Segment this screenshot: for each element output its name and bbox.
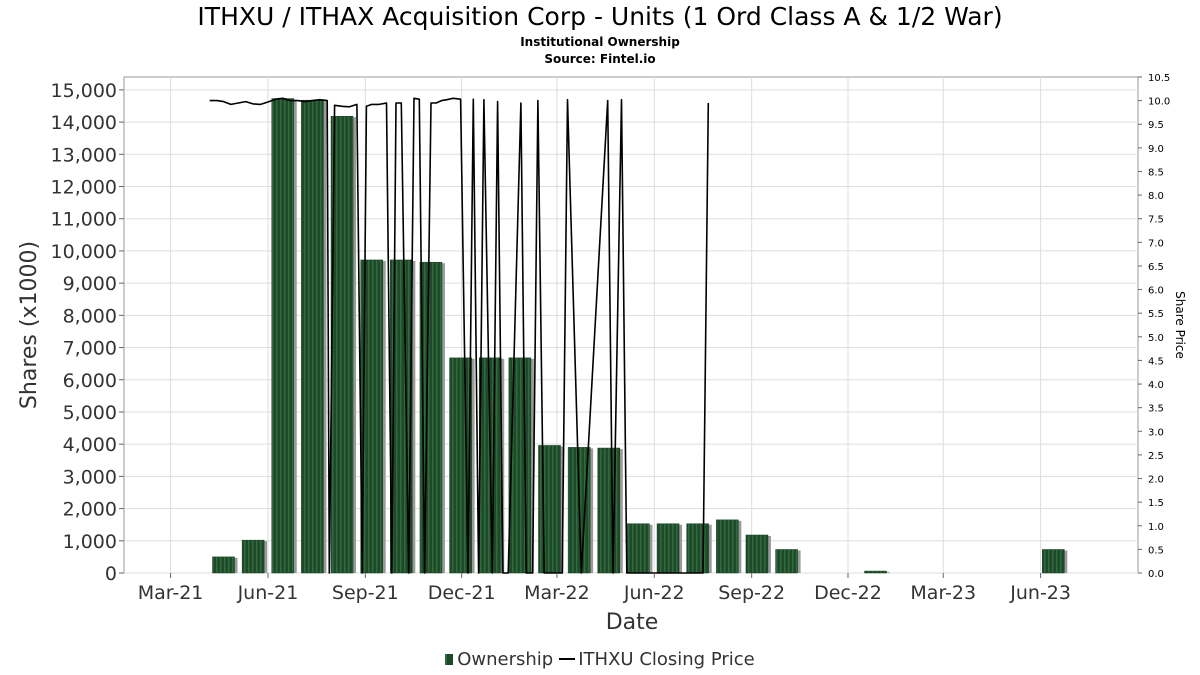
ownership-bar	[597, 447, 621, 574]
y2-tick-label: 2.5	[1148, 451, 1164, 462]
x-tick-label: Jun-21	[237, 582, 299, 604]
legend-ownership-label: Ownership	[457, 648, 554, 670]
y2-tick-label: 2.0	[1148, 475, 1164, 486]
ownership-bar	[508, 357, 532, 574]
y2-tick-label: 0.0	[1148, 569, 1164, 580]
chart-source: Source: Fintel.io	[544, 52, 656, 66]
y2-tick-label: 6.0	[1148, 286, 1164, 297]
y-axis-label: Shares (x1000)	[17, 241, 42, 409]
y2-tick-label: 7.0	[1148, 238, 1164, 249]
x-axis-label: Date	[606, 610, 659, 635]
y-tick-label: 11,000	[51, 209, 117, 231]
x-tick-label: Mar-23	[910, 582, 976, 604]
ownership-bar	[864, 570, 887, 574]
legend-price-swatch	[559, 658, 576, 660]
x-tick-label: Sep-21	[332, 582, 399, 604]
ownership-bar	[538, 445, 561, 574]
ownership-bar	[241, 539, 265, 574]
y2-tick-label: 10.5	[1148, 73, 1170, 84]
ownership-bar	[775, 549, 798, 574]
x-axis-ticks: Mar-21 Jun-21 Sep-21 Dec-21 Mar-22 Jun-22 Sep-…	[138, 573, 1071, 604]
left-axis-ticks: 0 1,000 2,000 3,000 4,000 5,000 6,000 7,000 8,00…	[51, 80, 124, 585]
y-tick-label: 0	[105, 563, 117, 585]
y2-axis-label: Share Price	[1173, 291, 1187, 359]
legend-price-label: ITHXU Closing Price	[578, 648, 755, 670]
ownership-bar	[212, 556, 235, 574]
ownership-bar	[745, 534, 769, 574]
price-line-group	[209, 97, 710, 574]
y2-tick-label: 1.0	[1148, 522, 1164, 533]
y-tick-label: 3,000	[63, 466, 117, 488]
y-tick-label: 13,000	[51, 144, 117, 166]
x-tick-label: Mar-22	[524, 582, 590, 604]
y2-tick-label: 10.0	[1148, 97, 1170, 108]
y2-tick-label: 4.5	[1148, 356, 1164, 367]
chart-subtitle: Institutional Ownership	[520, 35, 680, 49]
ownership-bar	[1042, 549, 1065, 574]
y2-tick-label: 9.5	[1148, 120, 1164, 131]
y2-tick-label: 6.5	[1148, 262, 1164, 273]
y2-tick-label: 1.5	[1148, 498, 1164, 509]
y2-tick-label: 9.0	[1148, 144, 1164, 155]
y-tick-label: 2,000	[63, 499, 117, 521]
y2-tick-label: 0.5	[1148, 545, 1164, 556]
x-tick-label: Dec-22	[814, 582, 882, 604]
ownership-price-chart: 0 1,000 2,000 3,000 4,000 5,000 6,000 7,000 8,00…	[17, 73, 1187, 635]
y-tick-label: 4,000	[63, 434, 117, 456]
y-tick-label: 9,000	[63, 273, 117, 295]
x-tick-label: Sep-22	[718, 582, 785, 604]
y2-tick-label: 8.5	[1148, 167, 1164, 178]
y-tick-label: 12,000	[51, 177, 117, 199]
y-tick-label: 15,000	[51, 80, 117, 102]
y2-tick-label: 7.5	[1148, 215, 1164, 226]
y-tick-label: 7,000	[63, 338, 117, 360]
x-tick-label: Jun-23	[1009, 582, 1071, 604]
y-tick-label: 10,000	[51, 241, 117, 263]
legend-ownership-swatch	[445, 653, 454, 665]
y2-tick-label: 5.0	[1148, 333, 1164, 344]
y2-tick-label: 8.0	[1148, 191, 1164, 202]
x-tick-label: Jun-22	[623, 582, 685, 604]
ownership-bar	[330, 116, 354, 574]
chart-title: ITHXU / ITHAX Acquisition Corp - Units (…	[197, 2, 1003, 31]
y-tick-label: 6,000	[63, 370, 117, 392]
price-line	[209, 97, 710, 574]
ownership-bar	[686, 523, 709, 574]
ownership-bar	[627, 523, 650, 574]
ownership-bars	[212, 98, 1068, 574]
ownership-bar	[271, 98, 295, 574]
ownership-bar	[301, 99, 324, 574]
ownership-bar	[656, 523, 680, 574]
y2-tick-label: 3.0	[1148, 427, 1164, 438]
y-tick-label: 14,000	[51, 112, 117, 134]
ownership-bar	[716, 519, 739, 574]
y-tick-label: 1,000	[63, 531, 117, 553]
y2-tick-label: 5.5	[1148, 309, 1164, 320]
y2-tick-label: 3.5	[1148, 404, 1164, 415]
y-tick-label: 5,000	[63, 402, 117, 424]
right-axis-ticks: 0.0 0.5 1.0 1.5 2.0 2.5 3.0 3.5 4.0 4.5 5.0 5.5 6.0 6…	[1138, 73, 1170, 580]
y-tick-label: 8,000	[63, 305, 117, 327]
legend: Ownership ITHXU Closing Price	[0, 648, 1200, 670]
x-tick-label: Mar-21	[138, 582, 204, 604]
x-tick-label: Dec-21	[428, 582, 496, 604]
y2-tick-label: 4.0	[1148, 380, 1164, 391]
